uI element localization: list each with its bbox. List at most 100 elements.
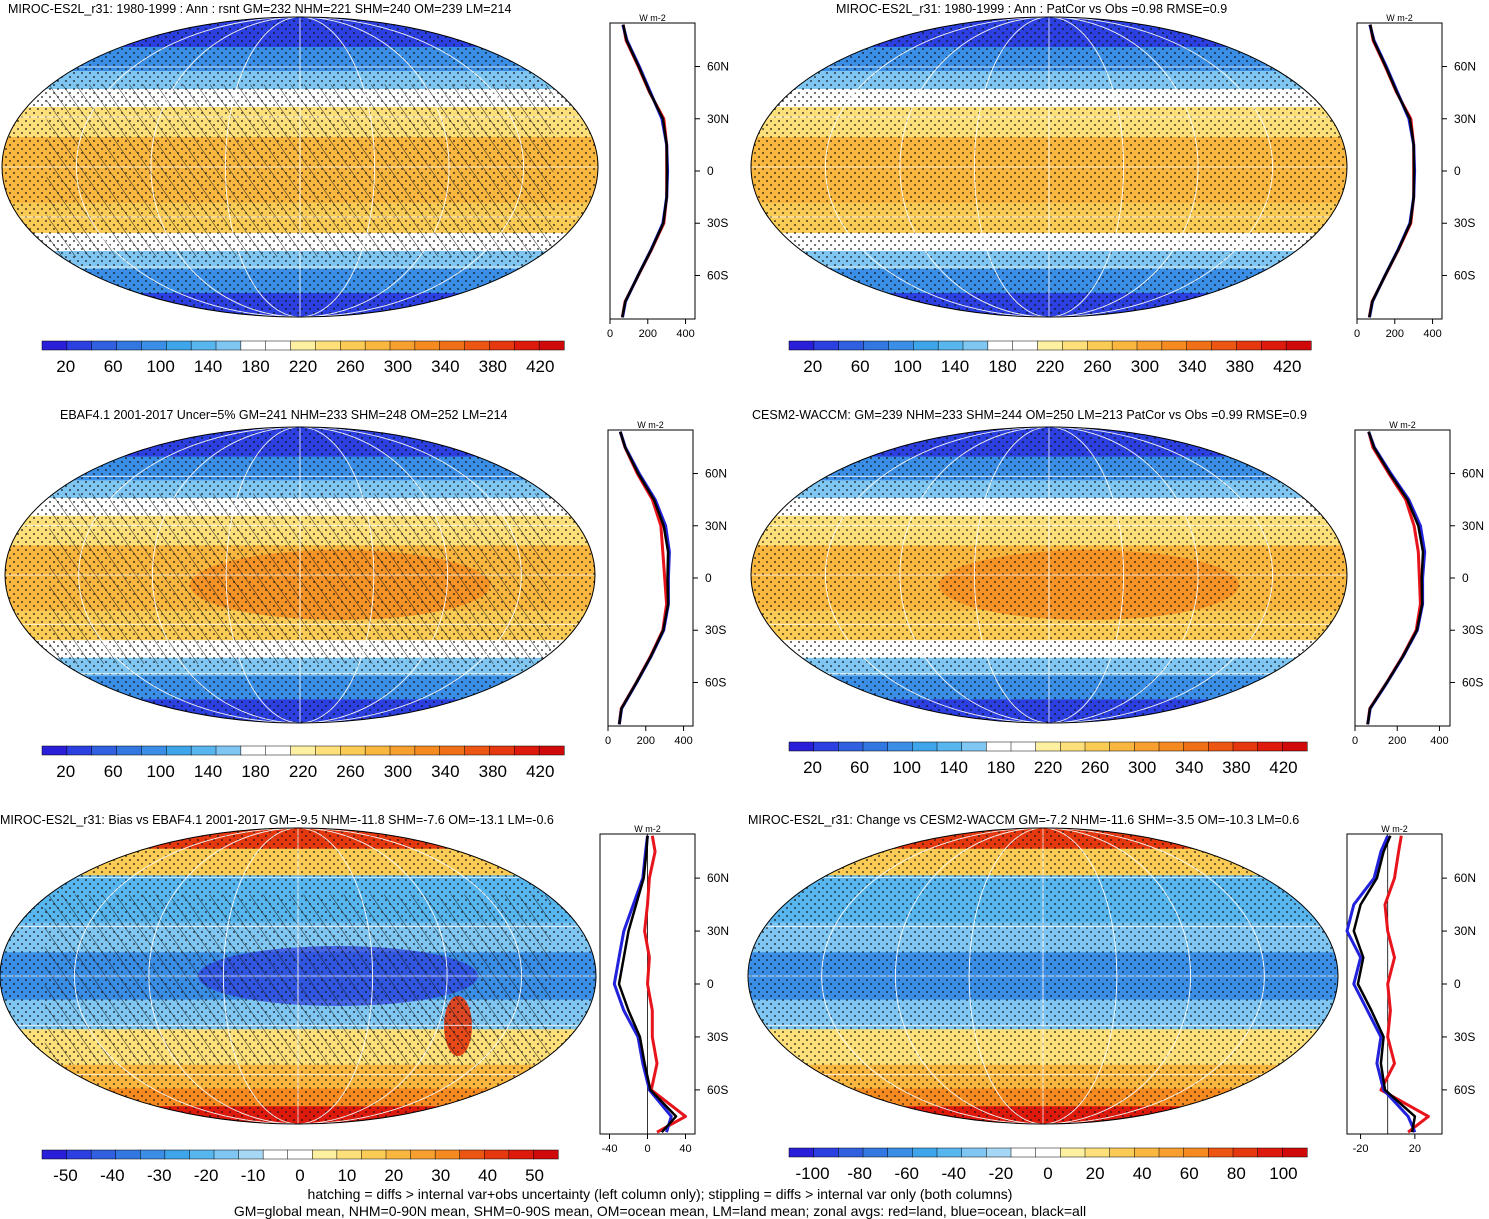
- colorbar-swatch: [66, 340, 93, 351]
- colorbar-tick-label: 180: [241, 357, 269, 376]
- colorbar-swatch: [986, 1147, 1012, 1158]
- colorbar-swatch: [315, 340, 341, 351]
- colorbar-swatch: [986, 741, 1012, 752]
- panel-title-6: MIROC-ES2L_r31: Change vs CESM2-WACCM GM…: [748, 813, 1300, 827]
- colorbar-tick-label: 180: [988, 357, 1016, 376]
- colorbar-tick-label: 380: [1222, 758, 1250, 777]
- colorbar-tick-label: -40: [942, 1164, 967, 1183]
- graticule-lon: [150, 17, 450, 317]
- colorbar-swatch: [514, 745, 540, 756]
- zonal-ytick-label: 0: [705, 571, 712, 585]
- colorbar-swatch: [389, 340, 416, 351]
- colorbar-swatch: [91, 745, 118, 756]
- colorbar-swatch: [862, 1147, 889, 1158]
- colorbar-tick-label: 340: [431, 357, 459, 376]
- colorbar-tick-label: 260: [1081, 758, 1109, 777]
- zonal-unit-label: W m-2: [1381, 824, 1408, 834]
- colorbar-swatch: [489, 745, 515, 756]
- colorbar-swatch: [538, 340, 565, 351]
- panel-title-3: EBAF4.1 2001-2017 Uncer=5% GM=241 NHM=23…: [60, 408, 508, 422]
- colorbar: -100 -80 -60 -40 -20 0 20 40 60 80 100: [788, 1147, 1308, 1183]
- colorbar-tick-label: -20: [989, 1164, 1014, 1183]
- colorbar-tick-label: 60: [851, 357, 870, 376]
- colorbar-tick-label: -10: [241, 1166, 266, 1185]
- colorbar-swatch: [464, 745, 490, 756]
- colorbar-swatch: [141, 340, 167, 351]
- graticule-lon: [222, 828, 373, 1124]
- zonal-xtick-label: 200: [1386, 328, 1404, 340]
- colorbar-swatch: [340, 340, 366, 351]
- zonal-xtick-label: 400: [1423, 328, 1441, 340]
- colorbar-tick-label: 20: [803, 357, 822, 376]
- map-graticule: [748, 828, 1338, 1124]
- zonal-line-land: [620, 24, 669, 318]
- colorbar-swatch: [863, 340, 889, 351]
- map-graticule: [751, 17, 1347, 317]
- zonal-xtick-label: 200: [639, 328, 657, 340]
- zonal-ytick-label: 60S: [707, 1083, 728, 1097]
- colorbar-swatch: [1062, 340, 1088, 351]
- colorbar-swatch: [213, 1149, 240, 1160]
- graticule-lon: [824, 427, 1274, 723]
- colorbar-swatch: [1208, 741, 1234, 752]
- colorbar-swatch: [862, 741, 889, 752]
- panel-title-1: MIROC-ES2L_r31: 1980-1999 : Ann : rsnt G…: [8, 2, 512, 16]
- colorbar-swatch: [1134, 741, 1160, 752]
- colorbar-tick-label: 0: [295, 1166, 304, 1185]
- colorbar-tick-label: 140: [194, 357, 222, 376]
- panel-1: W m-2 60N 30N 0 30S 60S 0 200 400 20 60 100 140 180 22…: [1, 13, 729, 376]
- colorbar: -50 -40 -30 -20 -10 0 10 20 30 40 50: [41, 1149, 559, 1185]
- colorbar-swatch: [936, 1147, 963, 1158]
- zonal-panel: W m-2 60N 30N 0 30S 60S -20 20: [1345, 824, 1476, 1155]
- colorbar-swatch: [813, 1147, 839, 1158]
- zonal-xtick-label: 0: [644, 1143, 650, 1155]
- colorbar-tick-label: 20: [1086, 1164, 1105, 1183]
- colorbar-tick-label: 260: [336, 762, 364, 781]
- zonal-ytick-label: 30S: [707, 1030, 728, 1044]
- graticule-lon: [973, 427, 1124, 723]
- colorbar-swatch: [961, 1147, 987, 1158]
- colorbar-swatch: [1183, 1147, 1209, 1158]
- map-outline: [750, 426, 1348, 724]
- colorbar-swatch: [265, 745, 292, 756]
- colorbar-tick-label: 220: [289, 762, 317, 781]
- colorbar-tick-label: 100: [893, 357, 921, 376]
- colorbar-swatch: [1010, 1147, 1037, 1158]
- colorbar-tick-label: 60: [1180, 1164, 1199, 1183]
- colorbar-swatch: [414, 340, 441, 351]
- zonal-xtick-label: 40: [679, 1143, 691, 1155]
- colorbar-swatch: [90, 1149, 117, 1160]
- colorbar-swatch: [116, 340, 142, 351]
- zonal-ytick-label: 60N: [705, 467, 727, 481]
- colorbar-swatch: [1012, 340, 1039, 351]
- graticule-lon: [968, 828, 1118, 1124]
- colorbar-swatch: [116, 745, 142, 756]
- colorbar-swatch: [439, 745, 466, 756]
- colorbar-tick-label: 140: [941, 357, 969, 376]
- zonal-ytick-label: 60N: [1454, 871, 1476, 885]
- colorbar-swatch: [962, 340, 989, 351]
- graticule-lon: [78, 427, 522, 723]
- zonal-ytick-label: 60N: [1462, 467, 1484, 481]
- panel-title-5: MIROC-ES2L_r31: Bias vs EBAF4.1 2001-201…: [0, 813, 554, 827]
- colorbar-swatch: [140, 1149, 166, 1160]
- colorbar-tick-label: -80: [847, 1164, 872, 1183]
- colorbar-tick-label: 380: [479, 357, 507, 376]
- colorbar-swatch: [1257, 1147, 1283, 1158]
- colorbar-swatch: [813, 340, 840, 351]
- colorbar-swatch: [41, 340, 68, 351]
- zonal-panel: W m-2 60N 30N 0 30S 60S 0 200 400: [1354, 13, 1476, 340]
- colorbar-swatch: [913, 340, 939, 351]
- colorbar-swatch: [336, 1149, 362, 1160]
- colorbar-swatch: [888, 340, 914, 351]
- zonal-ytick-label: 30N: [1454, 924, 1476, 938]
- colorbar-swatch: [1109, 741, 1135, 752]
- zonal-ytick-label: 30S: [1454, 216, 1475, 230]
- graticule-lon: [73, 828, 523, 1124]
- zonal-ytick-label: 30N: [707, 112, 729, 126]
- map-outline: [1, 16, 599, 318]
- colorbar-swatch: [1186, 340, 1213, 351]
- colorbar-swatch: [1111, 340, 1138, 351]
- colorbar-swatch: [262, 1149, 289, 1160]
- colorbar-tick-label: 30: [431, 1166, 450, 1185]
